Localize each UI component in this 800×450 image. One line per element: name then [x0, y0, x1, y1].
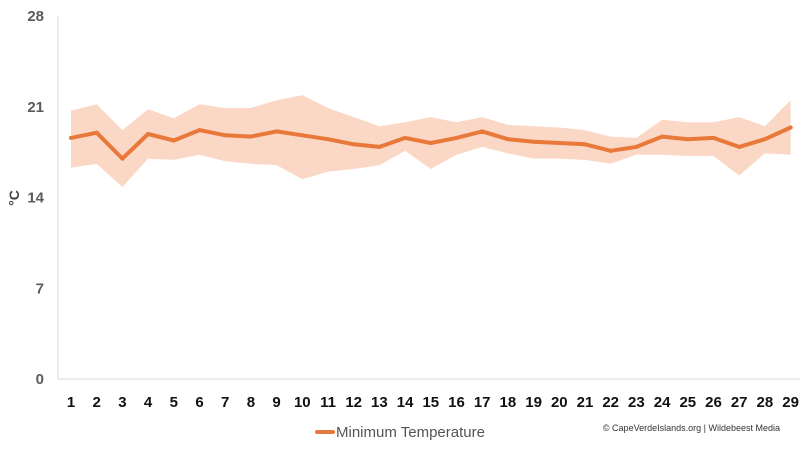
- data-point: [351, 142, 356, 147]
- x-tick-label: 28: [757, 394, 774, 411]
- x-tick-label: 29: [782, 394, 799, 411]
- data-point: [248, 134, 253, 139]
- y-axis-label: °C: [6, 190, 22, 206]
- data-point: [326, 137, 330, 142]
- x-tick-label: 10: [294, 394, 311, 411]
- x-tick-label: 17: [474, 394, 491, 411]
- data-point: [146, 131, 151, 136]
- x-tick-label: 21: [577, 394, 594, 411]
- data-point: [120, 156, 125, 161]
- data-point: [685, 137, 690, 142]
- x-tick-label: 19: [525, 394, 542, 411]
- data-point: [171, 138, 176, 143]
- x-tick-label: 2: [93, 394, 101, 411]
- data-point: [557, 141, 562, 146]
- y-tick-label: 14: [27, 190, 44, 207]
- data-point: [377, 144, 382, 149]
- x-tick-label: 16: [448, 394, 465, 411]
- x-tick-label: 13: [371, 394, 388, 411]
- data-point: [480, 129, 485, 134]
- data-point: [531, 139, 536, 144]
- x-tick-label: 8: [247, 394, 255, 411]
- x-tick-label: 25: [679, 394, 696, 411]
- data-point: [274, 129, 279, 134]
- x-tick-label: 23: [628, 394, 645, 411]
- data-point: [608, 148, 613, 153]
- x-tick-label: 5: [170, 394, 178, 411]
- legend-label: Minimum Temperature: [336, 424, 485, 441]
- credit-text: © CapeVerdeIslands.org | Wildebeest Medi…: [603, 423, 780, 433]
- data-point: [69, 135, 73, 140]
- x-tick-label: 26: [705, 394, 722, 411]
- data-point: [634, 144, 639, 149]
- x-tick-label: 4: [144, 394, 153, 411]
- x-tick-label: 7: [221, 394, 229, 411]
- x-tick-label: 12: [345, 394, 362, 411]
- x-tick-label: 27: [731, 394, 748, 411]
- x-tick-labels: 1 2 3 4 5 6 7 8 9 10 11 12 13 14 15 16 17 18 19 20 21 22 23 24 2…: [67, 394, 799, 411]
- data-points: [69, 125, 793, 161]
- x-tick-label: 9: [272, 394, 280, 411]
- data-point: [197, 128, 202, 133]
- x-tick-label: 15: [422, 394, 439, 411]
- y-tick-labels: 0 7 14 21 28: [27, 8, 44, 388]
- y-tick-label: 21: [27, 99, 44, 116]
- y-tick-label: 0: [36, 371, 44, 388]
- data-point: [223, 133, 228, 138]
- x-tick-label: 1: [67, 394, 75, 411]
- x-tick-label: 11: [320, 394, 336, 411]
- data-point: [300, 133, 305, 138]
- data-point: [711, 135, 716, 140]
- y-tick-label: 7: [36, 280, 44, 297]
- y-tick-label: 28: [27, 8, 44, 25]
- x-tick-label: 22: [602, 394, 619, 411]
- x-tick-label: 18: [500, 394, 517, 411]
- data-point: [505, 137, 510, 142]
- x-tick-label: 20: [551, 394, 568, 411]
- data-point: [94, 130, 99, 135]
- data-point: [583, 142, 587, 147]
- x-tick-label: 3: [118, 394, 126, 411]
- data-point: [428, 141, 433, 146]
- data-point: [737, 144, 742, 149]
- x-tick-label: 24: [654, 394, 671, 411]
- data-point: [788, 125, 793, 130]
- data-point: [403, 135, 408, 140]
- x-tick-label: 6: [195, 394, 203, 411]
- x-tick-label: 14: [397, 394, 414, 411]
- data-point: [454, 135, 459, 140]
- data-point: [762, 137, 767, 142]
- data-point: [660, 134, 665, 139]
